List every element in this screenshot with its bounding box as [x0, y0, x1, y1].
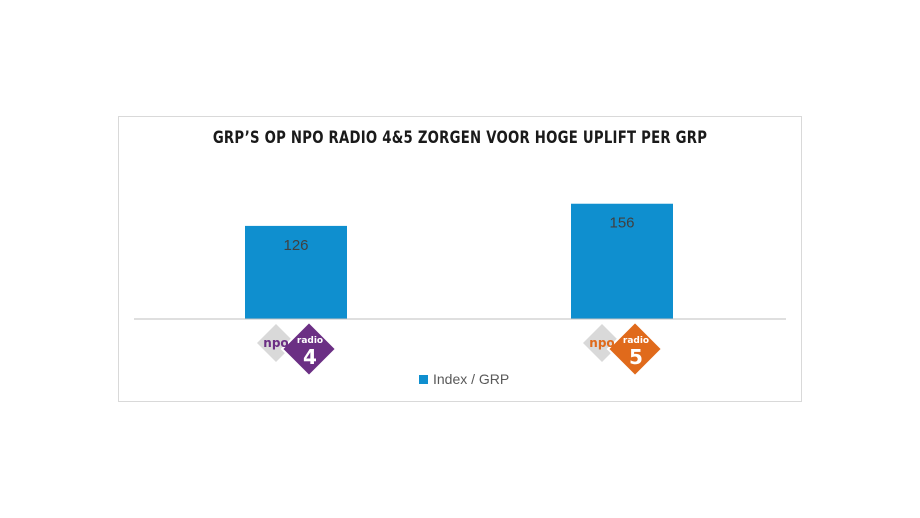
- logo-front-diamond: [280, 320, 338, 378]
- chart-panel: [118, 116, 802, 402]
- data-label-1: 126: [283, 237, 308, 254]
- legend-label: Index / GRP: [433, 371, 510, 387]
- logo-name: radio: [297, 336, 323, 346]
- legend-swatch: [419, 374, 428, 384]
- chart-title: GRP’S OP NPO RADIO 4&5 ZORGEN VOOR HOGE …: [212, 128, 708, 148]
- data-label-2: 156: [609, 215, 634, 232]
- logo-number: 5: [629, 345, 643, 369]
- logo-front-diamond: [606, 320, 664, 378]
- logo-brand: npo: [263, 336, 288, 350]
- bar-2: [571, 203, 673, 319]
- bar-1: [245, 225, 347, 319]
- logo-brand: npo: [589, 336, 614, 350]
- logo-name: radio: [623, 336, 649, 346]
- legend: Index / GRP: [419, 371, 509, 387]
- logo-number: 4: [303, 345, 317, 369]
